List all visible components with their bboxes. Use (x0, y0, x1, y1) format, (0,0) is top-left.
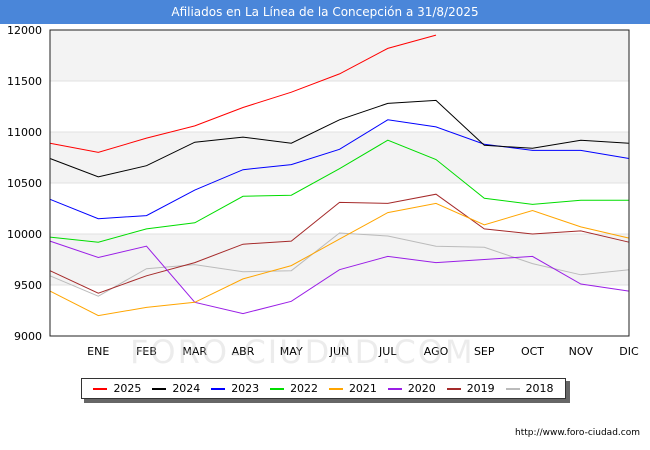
legend-label: 2024 (172, 382, 201, 395)
legend-item-2025: 2025 (93, 382, 141, 395)
grid-band (50, 234, 629, 285)
legend-label: 2025 (113, 382, 142, 395)
series-line-2024 (49, 99, 630, 178)
legend-label: 2023 (231, 382, 260, 395)
legend-item-2018: 2018 (505, 382, 554, 395)
x-tick-label: NOV (569, 345, 594, 358)
x-tick-label: JUN (329, 345, 350, 358)
legend-swatch (93, 387, 108, 390)
y-tick-label: 10500 (7, 177, 42, 190)
y-tick-label: 9500 (14, 279, 42, 292)
legend-item-2020: 2020 (387, 382, 436, 395)
legend-swatch (211, 387, 226, 390)
series-line-2022 (49, 139, 629, 243)
series-line-2021 (49, 202, 630, 317)
x-tick-label: AGO (424, 345, 449, 358)
legend-swatch (270, 387, 285, 390)
legend-label: 2020 (407, 382, 436, 395)
series-line-2018 (49, 232, 630, 297)
legend-swatch (446, 387, 461, 390)
legend-swatch (328, 387, 343, 390)
watermark: FORO-CIUDAD.COM (130, 333, 475, 371)
x-tick-label: JUL (378, 345, 397, 358)
y-tick-label: 12000 (7, 24, 42, 37)
legend-label: 2021 (348, 382, 377, 395)
grid-bands (50, 30, 629, 285)
legend-item-2021: 2021 (328, 382, 377, 395)
series-line-2020 (49, 240, 630, 315)
legend-swatch (387, 387, 402, 390)
series-lines (49, 34, 630, 317)
x-tick-label: ABR (232, 345, 255, 358)
x-tick-label: FEB (136, 345, 157, 358)
legend-swatch (152, 387, 167, 390)
legend-label: 2022 (290, 382, 319, 395)
series-line-2023 (49, 119, 630, 220)
legend-item-2024: 2024 (152, 382, 200, 395)
grid-band (50, 132, 629, 183)
y-tick-label: 9000 (14, 330, 42, 343)
series-line-2025 (49, 34, 437, 153)
x-tick-label: ENE (87, 345, 109, 358)
legend-item-2022: 2022 (270, 382, 318, 395)
x-tick-label: SEP (474, 345, 495, 358)
legend-item-2019: 2019 (446, 382, 495, 395)
legend-item-2023: 2023 (211, 382, 259, 395)
y-axis-labels: 9000 9500 10000 10500 11000 11500 12000 (7, 24, 42, 343)
footer-url: http://www.foro-ciudad.com (515, 428, 640, 438)
legend: 2025 2024 2023 2022 2021 2020 2019 2018 (81, 378, 566, 399)
chart-title: Afiliados en La Línea de la Concepción a… (0, 0, 650, 24)
x-tick-label: MAY (280, 345, 303, 358)
grid-band (50, 30, 629, 81)
y-tick-label: 11000 (7, 126, 42, 139)
x-tick-label: MAR (182, 345, 207, 358)
legend-label: 2019 (466, 382, 495, 395)
legend-swatch (505, 387, 520, 390)
series-line-2019 (49, 193, 630, 294)
x-tick-label: DIC (619, 345, 639, 358)
plot-border (49, 29, 630, 337)
legend-label: 2018 (525, 382, 554, 395)
y-tick-label: 10000 (7, 228, 42, 241)
x-tick-label: OCT (521, 345, 544, 358)
x-axis-labels: ENE FEB MAR ABR MAY JUN JUL AGO SEP OCT NOV DIC (87, 345, 639, 358)
y-tick-label: 11500 (7, 75, 42, 88)
